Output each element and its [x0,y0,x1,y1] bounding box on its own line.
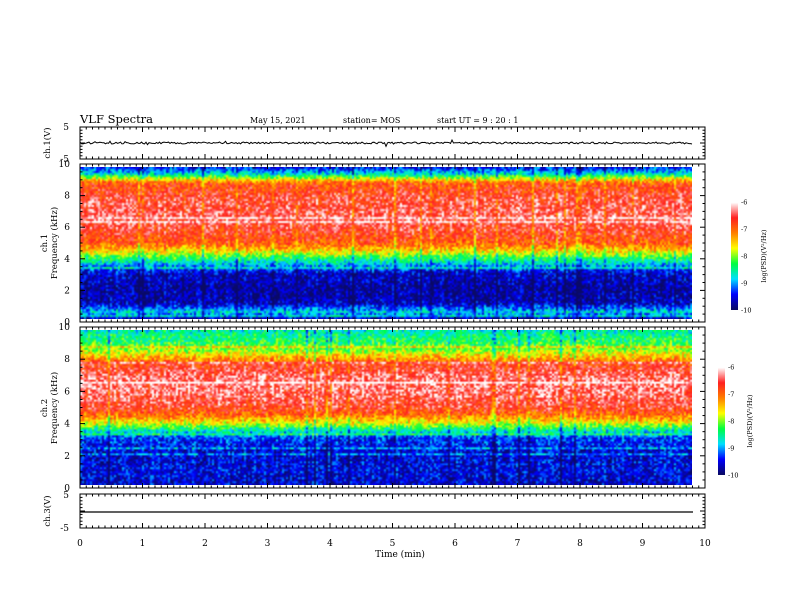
ch1-wave-ytick-top: 5 [63,123,69,133]
x-tick-label: 2 [202,539,208,549]
x-tick-label: 5 [390,539,396,549]
ch2-spectrogram-image [80,330,692,485]
ch2-spec-ytick-label: 8 [64,355,70,365]
ch1-spec-ytick-label: 10 [59,160,71,170]
colorbar-tick-label: -7 [728,391,734,399]
colorbar-tick-label: -6 [728,364,734,372]
x-tick-label: 4 [327,539,333,549]
x-tick-label: 6 [452,539,458,549]
x-tick-label: 3 [265,539,271,549]
ch2-spec-ytick-label: 0 [64,484,70,494]
ch2-spec-ytick-label: 4 [64,420,70,430]
ch3-waveform-frame [79,493,706,529]
colorbar-tick-label: -8 [741,253,747,261]
ch2-spec-ylabel-frequency: Frequency (kHz) [49,372,60,444]
figure-title: VLF Spectra [79,112,153,126]
ch2-spec-ytick-label: 6 [64,387,70,397]
ch2-spec-ylabel-channel: ch.2 [40,399,50,417]
colorbar-tick-label: -10 [728,472,738,480]
ch2-spec-ytick-label: 10 [59,323,71,333]
ch1-spec-ytick-label: 2 [64,286,70,296]
ch2-spec-yticklabels: 0 2 4 6 8 10 [59,323,71,494]
ch1-spec-ylabel-channel: ch.1 [40,234,50,252]
ch2-spec-ytick-label: 2 [64,452,70,462]
ch1-wave-ytick-bottom: -5 [60,155,69,165]
axis-ticks [79,126,706,529]
ch1-spec-yticklabels: 0 2 4 6 8 10 [59,160,71,328]
ch1-colorbar [731,202,738,310]
x-axis-label: Time (min) [375,549,425,560]
ch1-spec-ylabel-frequency: Frequency (kHz) [49,207,60,279]
x-tick-label: 0 [77,539,83,549]
ch1-spectrogram-image [80,167,692,319]
ch3-wave-ylabel: ch.3(V) [42,495,53,526]
figure-date: May 15, 2021 [250,116,306,125]
colorbar-tick-label: -7 [741,226,747,234]
x-tick-label: 8 [577,539,583,549]
ch3-wave-ytick-bottom: -5 [60,524,69,534]
colorbar-tick-label: -10 [741,307,751,315]
colorbar-tick-label: -9 [728,445,734,453]
ch1-spec-ytick-label: 8 [64,192,70,202]
ch1-spec-ytick-label: 6 [64,223,70,233]
x-tick-label: 10 [699,539,711,549]
ch2-colorbar-label: log(PSD)(V²/Hz) [746,394,754,447]
colorbar-tick-label: -8 [728,418,734,426]
x-tick-label: 9 [640,539,646,549]
x-ticklabels: 0 1 2 3 4 5 6 7 8 9 10 [77,539,711,549]
ch2-colorbar-ticklabels: -6 -7 -8 -9 -10 [728,364,738,480]
ch3-wave-ytick-top: 5 [63,491,69,501]
ch1-spec-ytick-label: 0 [64,318,70,328]
colorbar-tick-label: -9 [741,280,747,288]
ch1-spec-ytick-label: 4 [64,255,70,265]
figure-station: station= MOS [343,116,400,125]
colorbar-tick-label: -6 [741,199,747,207]
ch1-colorbar-ticklabels: -6 -7 -8 -9 -10 [741,199,751,315]
ch1-waveform-trace [79,138,693,148]
ch1-colorbar-label: log(PSD)(V²/Hz) [760,229,768,282]
x-tick-label: 1 [140,539,146,549]
ch2-colorbar [718,367,725,475]
ch1-wave-ylabel: ch.1(V) [42,127,53,158]
figure-start-time: start UT = 9 : 20 : 1 [437,116,518,125]
x-tick-label: 7 [515,539,521,549]
